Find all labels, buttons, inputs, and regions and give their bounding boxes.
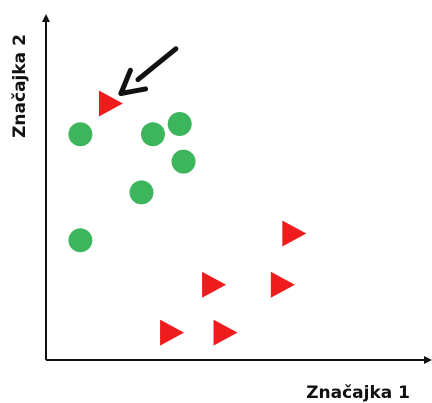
data-points [68, 90, 307, 346]
red-triangle-point [270, 271, 295, 298]
arrowhead-stroke [118, 86, 149, 96]
green-circle-point [167, 112, 192, 137]
axes [42, 14, 432, 364]
red-triangle-point [202, 271, 227, 298]
red-triangle-point [98, 90, 123, 117]
green-circle-point [68, 228, 93, 253]
green-circle-point [68, 122, 93, 147]
green-circle-point [129, 180, 154, 205]
red-triangle-point [213, 319, 238, 346]
annotation-arrow [118, 46, 179, 96]
y-axis-label: Značajka 2 [10, 34, 30, 138]
green-circle-point [140, 122, 165, 147]
arrow-shaft [135, 46, 179, 83]
x-axis-label: Značajka 1 [306, 383, 410, 403]
arrowhead-stroke [118, 67, 133, 96]
red-triangle-point [160, 319, 185, 346]
green-circle-point [171, 149, 196, 174]
red-triangle-point [282, 220, 307, 247]
